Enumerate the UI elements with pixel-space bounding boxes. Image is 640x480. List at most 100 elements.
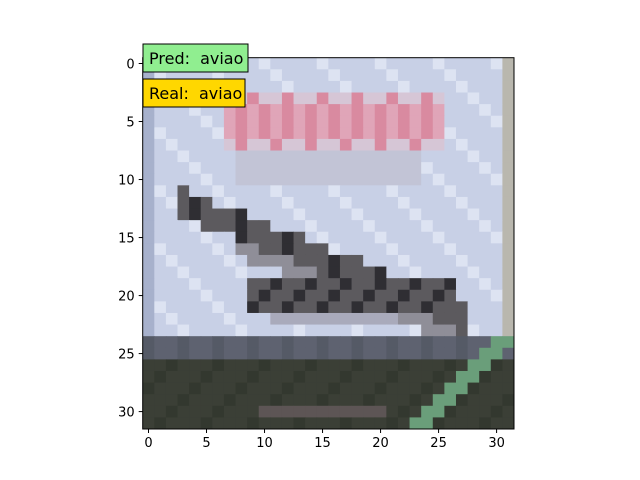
image-pixel: [374, 266, 387, 279]
image-pixel: [479, 394, 492, 407]
image-pixel: [490, 243, 503, 256]
image-pixel: [432, 370, 445, 384]
image-pixel: [305, 405, 318, 418]
image-pixel: [293, 289, 306, 302]
image-pixel: [432, 208, 445, 221]
image-pixel: [142, 173, 155, 186]
image-pixel: [455, 196, 469, 210]
image-pixel: [165, 266, 179, 279]
image-pixel: [374, 115, 387, 128]
image-pixel: [212, 417, 225, 430]
image-pixel: [154, 208, 167, 221]
image-pixel: [200, 278, 213, 291]
image-pixel: [293, 301, 306, 314]
image-pixel: [397, 289, 411, 302]
image-pixel: [177, 347, 190, 360]
image-pixel: [351, 336, 364, 349]
image-pixel: [247, 370, 260, 384]
image-pixel: [293, 69, 306, 82]
image-pixel: [247, 254, 260, 268]
image-pixel: [281, 185, 295, 198]
image-pixel: [142, 301, 155, 314]
image-pixel: [502, 417, 515, 430]
x-tick-label: 5: [202, 436, 210, 451]
image-pixel: [455, 382, 469, 395]
image-pixel: [200, 301, 213, 314]
image-pixel: [177, 162, 190, 175]
image-pixel: [455, 289, 469, 302]
image-pixel: [444, 254, 457, 268]
image-pixel: [189, 382, 202, 395]
image-pixel: [247, 231, 260, 244]
image-pixel: [154, 254, 167, 268]
image-pixel: [328, 266, 341, 279]
real-value: aviao: [199, 84, 242, 103]
image-pixel: [363, 150, 376, 163]
image-pixel: [444, 382, 457, 395]
image-pixel: [328, 370, 341, 384]
image-pixel: [223, 208, 237, 221]
image-pixel: [444, 243, 457, 256]
image-pixel: [200, 312, 213, 326]
image-pixel: [177, 394, 190, 407]
image-pixel: [363, 80, 376, 94]
image-pixel: [189, 312, 202, 326]
image-pixel: [363, 405, 376, 418]
image-pixel: [502, 382, 515, 395]
image-pixel: [328, 336, 341, 349]
image-pixel: [212, 173, 225, 186]
image-pixel: [293, 173, 306, 186]
image-pixel: [189, 347, 202, 360]
image-pixel: [490, 370, 503, 384]
image-pixel: [351, 92, 364, 105]
image-pixel: [397, 57, 411, 70]
image-pixel: [432, 347, 445, 360]
image-pixel: [363, 312, 376, 326]
image-pixel: [281, 231, 295, 244]
image-pixel: [258, 289, 271, 302]
image-pixel: [270, 138, 283, 152]
image-pixel: [490, 138, 503, 152]
image-pixel: [339, 80, 353, 94]
image-pixel: [432, 243, 445, 256]
image-pixel: [212, 359, 225, 372]
image-pixel: [397, 312, 411, 326]
image-pixel: [189, 162, 202, 175]
image-pixel: [247, 150, 260, 163]
image-pixel: [432, 173, 445, 186]
image-pixel: [247, 359, 260, 372]
image-pixel: [432, 220, 445, 233]
image-pixel: [409, 115, 422, 128]
image-pixel: [212, 312, 225, 326]
image-pixel: [177, 336, 190, 349]
image-pixel: [293, 417, 306, 430]
image-pixel: [316, 185, 329, 198]
image-pixel: [200, 394, 213, 407]
image-pixel: [432, 115, 445, 128]
image-pixel: [386, 266, 399, 279]
image-pixel: [293, 127, 306, 140]
image-pixel: [467, 324, 480, 337]
image-pixel: [200, 150, 213, 163]
image-pixel: [339, 150, 353, 163]
image-pixel: [293, 254, 306, 268]
image-pixel: [154, 324, 167, 337]
image-pixel: [386, 289, 399, 302]
image-pixel: [328, 80, 341, 94]
image-pixel: [212, 196, 225, 210]
image-pixel: [270, 289, 283, 302]
image-pixel: [177, 278, 190, 291]
y-tick-label: 15: [118, 232, 135, 247]
image-pixel: [316, 405, 329, 418]
image-pixel: [270, 382, 283, 395]
image-pixel: [455, 162, 469, 175]
image-pixel: [432, 57, 445, 70]
image-pixel: [293, 150, 306, 163]
image-pixel: [247, 301, 260, 314]
image-pixel: [223, 370, 237, 384]
image-pixel: [189, 115, 202, 128]
image-pixel: [455, 243, 469, 256]
image-pixel: [177, 220, 190, 233]
image-pixel: [397, 173, 411, 186]
image-pixel: [154, 127, 167, 140]
